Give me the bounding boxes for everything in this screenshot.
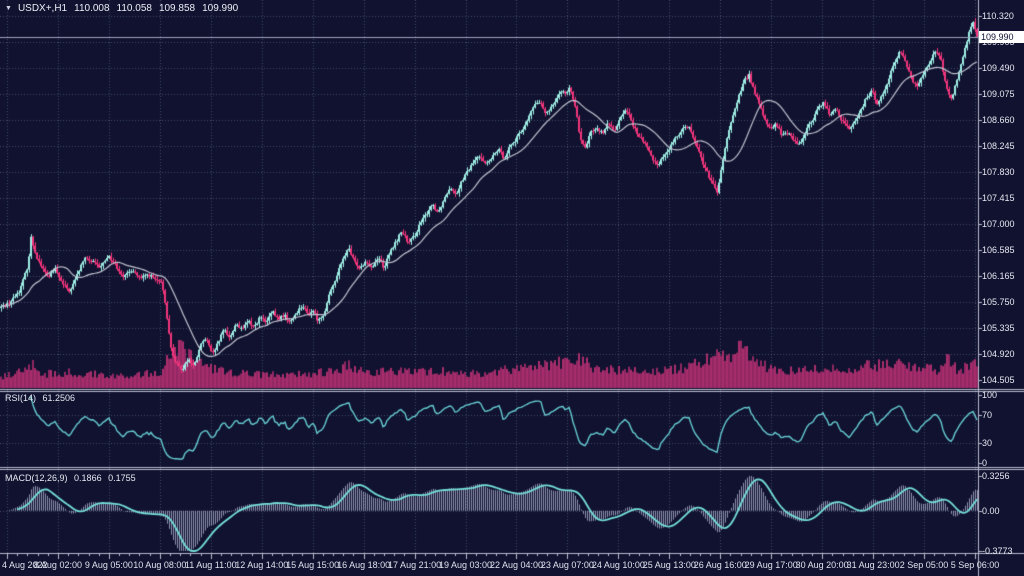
macd-value-signal: 0.1755 <box>108 473 136 483</box>
time-label: 17 Aug 21:00 <box>388 560 442 570</box>
macd-tick-label: 0.3256 <box>982 471 1010 481</box>
macd-label-row: MACD(12,26,9) 0.1866 0.1755 <box>5 473 136 483</box>
time-label: 23 Aug 07:00 <box>540 560 594 570</box>
price-tick-label: 107.830 <box>982 167 1015 177</box>
macd-label: MACD(12,26,9) <box>5 473 68 483</box>
time-label: 4 Aug 2022 <box>2 560 48 570</box>
price-tick-label: 107.415 <box>982 193 1015 203</box>
price-tick-label: 105.750 <box>982 297 1015 308</box>
quote-bar: ▼ USDX+,H1 110.008 110.058 109.858 109.9… <box>5 3 238 14</box>
price-tick-label: 105.335 <box>982 323 1015 334</box>
macd-tick-label: -0.3773 <box>982 546 1013 556</box>
price-tick-label: 104.920 <box>982 349 1015 360</box>
symbol-dropdown-icon[interactable]: ▼ <box>5 5 12 12</box>
quote-high: 110.058 <box>116 3 152 14</box>
time-label: 16 Aug 18:00 <box>337 560 391 570</box>
time-label: 26 Aug 16:00 <box>693 560 747 570</box>
price-tick-label: 107.000 <box>982 219 1015 229</box>
time-label: 24 Aug 10:00 <box>591 560 645 570</box>
price-axis[interactable]: 110.320109.905109.490109.075108.660108.2… <box>978 0 1024 553</box>
rsi-tick-label: 30 <box>982 437 993 448</box>
panel-resize-handle[interactable] <box>0 387 1024 392</box>
time-label: 31 Aug 23:00 <box>846 560 900 570</box>
time-label: 22 Aug 04:00 <box>489 560 543 570</box>
quote-close: 109.990 <box>202 3 239 14</box>
macd-value-main: 0.1866 <box>74 473 102 483</box>
symbol-label: USDX+,H1 <box>17 3 68 14</box>
macd-tick-label: 0.00 <box>982 505 1000 516</box>
price-tick-label: 108.245 <box>982 141 1015 151</box>
time-label: 15 Aug 15:00 <box>286 560 340 570</box>
price-tick-label: 109.490 <box>982 63 1015 73</box>
rsi-tick-label: 0 <box>982 458 988 468</box>
time-label: 29 Aug 17:00 <box>744 560 798 570</box>
time-axis[interactable]: 4 Aug 2022 8 Aug 02:00 9 Aug 05:00 10 Aug 0… <box>0 554 1024 576</box>
rsi-label: RSI(14) <box>5 393 37 403</box>
price-tick-label: 109.075 <box>982 89 1015 99</box>
time-label: 19 Aug 03:00 <box>438 560 493 570</box>
price-tick-label: 106.165 <box>982 271 1015 282</box>
time-label: 5 Sep 06:00 <box>950 560 1000 570</box>
time-label: 11 Aug 11:00 <box>184 560 237 570</box>
quote-low: 109.858 <box>158 3 196 14</box>
price-tick-label: 104.505 <box>982 375 1015 386</box>
rsi-tick-label: 100 <box>982 390 998 400</box>
time-label: 25 Aug 13:00 <box>642 560 696 570</box>
price-tick-label: 106.585 <box>982 245 1015 255</box>
rsi-value: 61.2506 <box>42 393 76 403</box>
rsi-tick-label: 70 <box>982 410 993 421</box>
price-tick-label: 108.660 <box>982 115 1015 125</box>
current-price-badge: 109.990 <box>979 30 1024 43</box>
quote-open: 110.008 <box>74 3 110 14</box>
time-label: 12 Aug 14:00 <box>235 560 289 570</box>
time-label: 30 Aug 20:00 <box>795 560 849 570</box>
time-label: 10 Aug 08:00 <box>133 560 187 570</box>
time-label: 8 Aug 02:00 <box>33 560 82 570</box>
price-tick-label: 110.320 <box>982 11 1014 21</box>
time-label: 2 Sep 05:00 <box>899 560 949 570</box>
rsi-label-row: RSI(14) 61.2506 <box>5 393 75 403</box>
time-label: 9 Aug 05:00 <box>84 560 133 570</box>
panel-resize-handle[interactable] <box>0 465 1024 470</box>
